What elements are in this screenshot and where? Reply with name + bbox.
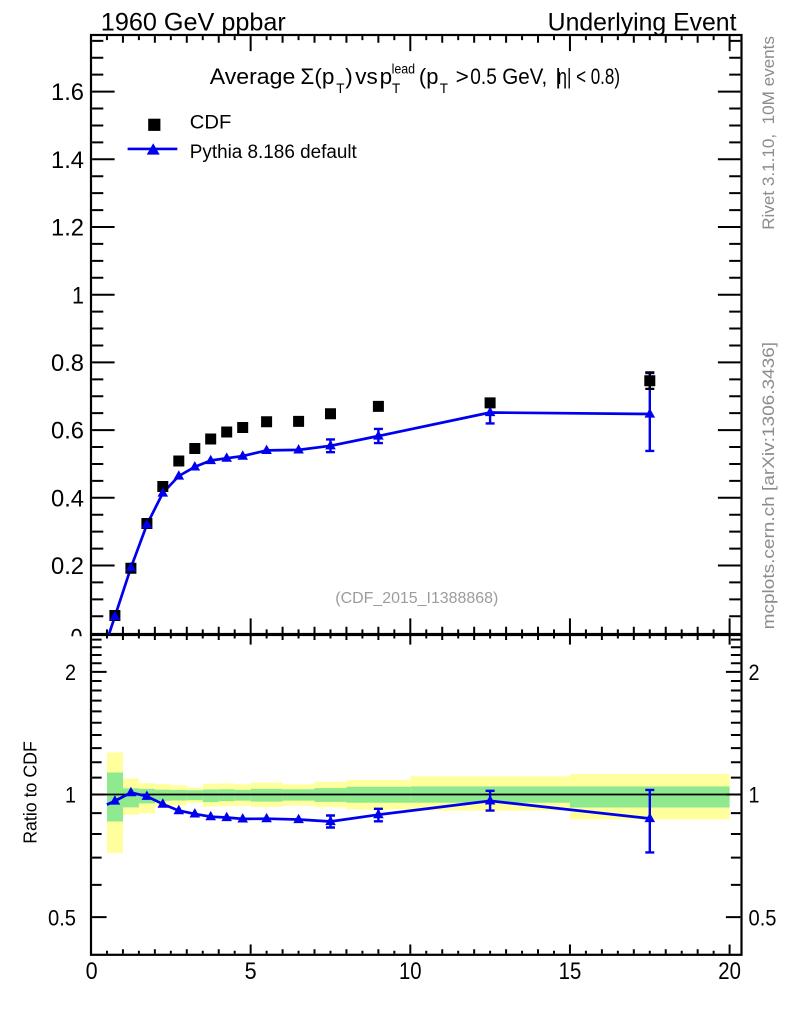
- svg-text:5: 5: [245, 958, 257, 985]
- svg-text:GeV,: GeV,: [502, 64, 547, 89]
- svg-text:p: p: [380, 64, 393, 89]
- svg-text:T: T: [392, 81, 400, 96]
- svg-text:T: T: [440, 81, 448, 96]
- svg-text:1: 1: [749, 783, 760, 808]
- svg-text:Ratio to CDF: Ratio to CDF: [20, 741, 40, 844]
- svg-text:Underlying Event: Underlying Event: [548, 10, 737, 37]
- svg-text:0: 0: [71, 625, 83, 652]
- svg-text:(p: (p: [419, 64, 439, 89]
- svg-text:0.5: 0.5: [470, 64, 497, 89]
- svg-text:lead: lead: [392, 62, 416, 77]
- svg-text:1.4: 1.4: [51, 147, 84, 174]
- svg-text:(CDF_2015_I1388868): (CDF_2015_I1388868): [335, 590, 498, 607]
- svg-text:2: 2: [65, 660, 76, 685]
- svg-text:η| < 0.8): η| < 0.8): [558, 64, 621, 89]
- svg-text:1960 GeV ppbar: 1960 GeV ppbar: [101, 10, 286, 37]
- svg-text:mcplots.cern.ch [arXiv:1306.34: mcplots.cern.ch [arXiv:1306.3436]: [759, 342, 778, 630]
- svg-text:20: 20: [718, 958, 741, 985]
- svg-text:1: 1: [65, 783, 76, 808]
- svg-text:Rivet 3.1.10, 10M events: Rivet 3.1.10, 10M events: [760, 36, 778, 230]
- svg-text:0.2: 0.2: [51, 553, 84, 580]
- svg-text:Pythia 8.186 default: Pythia 8.186 default: [190, 141, 357, 163]
- svg-text:1.2: 1.2: [51, 215, 84, 242]
- svg-text:0.5: 0.5: [48, 905, 76, 930]
- svg-text:1.6: 1.6: [51, 79, 84, 106]
- svg-text:10: 10: [399, 958, 422, 985]
- svg-text:0.5: 0.5: [749, 905, 777, 930]
- svg-text:0.8: 0.8: [51, 350, 84, 377]
- svg-text:CDF: CDF: [190, 112, 232, 134]
- svg-text:): ): [345, 64, 353, 89]
- svg-text:Average: Average: [210, 64, 296, 89]
- svg-text:|: |: [555, 64, 561, 89]
- svg-text:0: 0: [86, 958, 98, 985]
- svg-text:1: 1: [72, 282, 84, 309]
- svg-text:Σ(p: Σ(p: [300, 64, 334, 89]
- svg-text:0.6: 0.6: [51, 418, 84, 445]
- svg-text:>: >: [456, 64, 469, 89]
- svg-text:15: 15: [559, 958, 582, 985]
- svg-text:T: T: [336, 81, 344, 96]
- svg-text:vs: vs: [355, 64, 378, 89]
- svg-text:2: 2: [749, 660, 760, 685]
- svg-text:0.4: 0.4: [51, 485, 84, 512]
